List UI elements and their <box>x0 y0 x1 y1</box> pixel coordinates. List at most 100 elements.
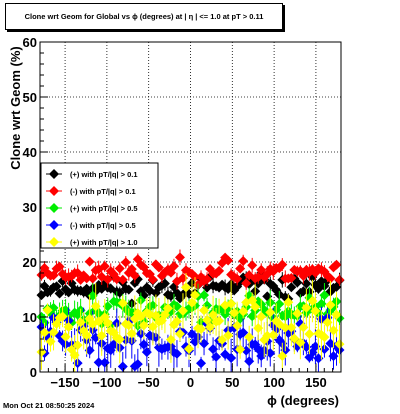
data-point <box>238 306 249 317</box>
data-point <box>253 323 264 334</box>
data-point <box>196 324 207 335</box>
data-point <box>292 277 303 288</box>
data-point <box>87 290 98 301</box>
data-point <box>120 257 131 268</box>
data-point <box>238 256 249 267</box>
data-point <box>268 330 279 341</box>
data-point <box>235 263 246 274</box>
data-point <box>190 290 201 301</box>
data-point <box>235 344 246 355</box>
data-point <box>319 332 330 343</box>
data-point <box>223 330 234 341</box>
data-point <box>147 300 158 311</box>
data-point <box>232 320 243 331</box>
data-point <box>292 308 303 319</box>
data-point <box>301 342 312 353</box>
data-point <box>129 270 140 281</box>
data-point <box>147 274 158 285</box>
data-point <box>331 259 342 270</box>
data-point <box>196 358 207 369</box>
data-point <box>331 309 342 320</box>
data-point <box>247 260 258 271</box>
data-point <box>132 359 143 370</box>
y-tick-label: 10 <box>23 310 37 325</box>
data-point <box>286 272 297 283</box>
data-point <box>102 301 113 312</box>
data-point <box>75 317 86 328</box>
legend-marker <box>49 169 59 179</box>
data-point <box>280 322 291 333</box>
data-point <box>199 305 210 316</box>
data-point <box>202 274 213 285</box>
data-point <box>214 265 225 276</box>
data-point <box>162 303 173 314</box>
data-point <box>316 298 327 309</box>
data-point <box>117 361 128 372</box>
data-point <box>307 296 318 307</box>
legend-label: (+) with pT/|q| > 0.5 <box>70 204 138 213</box>
data-point <box>334 339 345 350</box>
legend-box <box>40 162 159 249</box>
data-point <box>117 274 128 285</box>
data-point <box>159 278 170 289</box>
data-point <box>199 290 210 301</box>
data-point <box>274 298 285 309</box>
data-point <box>174 328 185 339</box>
data-point <box>223 255 234 266</box>
series-1 <box>36 249 345 290</box>
data-point <box>244 356 255 367</box>
chart-title-box: Clone wrt Geom for Global vs ϕ (degrees)… <box>5 3 283 30</box>
data-point <box>250 301 261 312</box>
data-point <box>277 259 288 270</box>
data-point <box>93 316 104 327</box>
data-point <box>171 301 182 312</box>
axes: 0 10 20 30 40 50 60 −150 −100 −50 0 50 100 150 <box>23 35 334 390</box>
data-point <box>138 320 149 331</box>
data-point <box>171 316 182 327</box>
data-point <box>322 317 333 328</box>
data-point <box>265 307 276 318</box>
data-point <box>36 347 47 358</box>
data-point <box>313 353 324 364</box>
x-tick-label: −50 <box>138 375 160 390</box>
data-point <box>138 339 149 350</box>
data-point <box>229 307 240 318</box>
chart-title: Clone wrt Geom for Global vs ϕ (degrees)… <box>24 12 264 21</box>
data-point <box>111 274 122 285</box>
data-point <box>262 330 273 341</box>
data-point <box>205 322 216 333</box>
data-point <box>328 351 339 362</box>
data-point <box>256 311 267 322</box>
data-point <box>51 281 62 292</box>
data-point <box>226 298 237 309</box>
data-point <box>199 338 210 349</box>
x-tick-label: −150 <box>50 375 79 390</box>
data-point <box>147 321 158 332</box>
data-point <box>126 328 137 339</box>
data-point <box>99 261 110 272</box>
data-point <box>277 350 288 361</box>
data-point <box>150 332 161 343</box>
data-point <box>286 322 297 333</box>
timestamp: Mon Oct 21 08:50:25 2024 <box>3 401 95 410</box>
legend-marker <box>49 203 59 213</box>
legend-marker <box>49 237 59 247</box>
data-point <box>334 274 345 285</box>
x-tick-label: 50 <box>225 375 239 390</box>
data-point <box>328 325 339 336</box>
y-tick-label: 40 <box>23 145 37 160</box>
data-point <box>183 343 194 354</box>
data-point <box>217 334 228 345</box>
data-point <box>325 273 336 284</box>
data-point <box>171 348 182 359</box>
series-4 <box>36 273 345 372</box>
data-point <box>114 334 125 345</box>
data-point <box>117 298 128 309</box>
data-point <box>310 341 321 352</box>
data-point <box>102 317 113 328</box>
y-tick-label: 50 <box>23 90 37 105</box>
data-point <box>177 305 188 316</box>
data-point <box>232 273 243 284</box>
data-point <box>42 305 53 316</box>
x-tick-label: 0 <box>187 375 194 390</box>
